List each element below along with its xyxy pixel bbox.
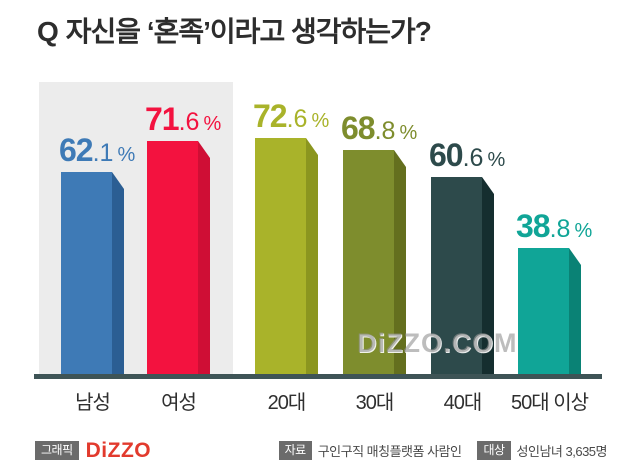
- percent-sign: %: [117, 144, 136, 166]
- percent-sign: %: [399, 122, 418, 144]
- percent-sign: %: [311, 110, 330, 132]
- bar-50대 이상: [518, 248, 569, 374]
- percent-sign: %: [487, 149, 506, 171]
- bar-side-3d: [306, 138, 318, 374]
- graphic-badge: 그래픽: [35, 441, 79, 460]
- footer-source-info: 자료 구인구직 매칭플랫폼 사람인 대상 성인남녀 3,635명: [278, 441, 608, 460]
- value-decimal: .1: [92, 139, 114, 167]
- target-text: 성인남녀 3,635명: [516, 444, 608, 459]
- bar-side-3d: [198, 141, 210, 374]
- target-badge: 대상: [477, 441, 511, 460]
- category-label-30대: 30대: [355, 392, 395, 414]
- value-decimal: .8: [549, 215, 571, 243]
- value-integer: 68: [341, 110, 376, 146]
- bar-남성: [61, 172, 112, 374]
- x-axis-line: [34, 374, 602, 379]
- bar-value-label: 71.6%: [145, 101, 221, 139]
- category-label-남성: 남성: [75, 392, 111, 414]
- question-mark-prefix: Q: [37, 16, 59, 47]
- footer-credit: 그래픽 DiZZO: [35, 440, 151, 461]
- category-label-50대 이상: 50대 이상: [511, 392, 589, 414]
- value-decimal: .6: [462, 144, 484, 172]
- bar-value-label: 60.6%: [429, 137, 505, 175]
- page-title: Q 자신을 ‘혼족’이라고 생각하는가?: [37, 10, 432, 50]
- value-integer: 62: [59, 132, 94, 168]
- source-badge: 자료: [278, 441, 312, 460]
- question-text: 자신을 ‘혼족’이라고 생각하는가?: [65, 16, 432, 47]
- bar-side-3d: [112, 172, 124, 374]
- category-label-20대: 20대: [267, 392, 307, 414]
- bar-30대: [343, 150, 394, 374]
- percent-sign: %: [574, 220, 593, 242]
- value-integer: 60: [429, 137, 464, 173]
- bar-40대: [431, 177, 482, 374]
- watermark-text: DiZZO.COM: [357, 328, 518, 358]
- bar-여성: [147, 141, 198, 374]
- category-label-40대: 40대: [443, 392, 483, 414]
- category-label-여성: 여성: [161, 392, 197, 414]
- percent-sign: %: [203, 113, 222, 135]
- bar-20대: [255, 138, 306, 374]
- value-integer: 38: [516, 208, 551, 244]
- bar-value-label: 38.8%: [516, 208, 592, 246]
- bar-value-label: 62.1%: [59, 132, 135, 170]
- value-integer: 71: [145, 101, 180, 137]
- dizzo-logo: DiZZO: [85, 439, 152, 462]
- value-decimal: .6: [178, 108, 200, 136]
- bar-side-3d: [569, 248, 581, 374]
- value-decimal: .8: [374, 117, 396, 145]
- bar-side-3d: [482, 177, 494, 374]
- bar-value-label: 72.6%: [253, 98, 329, 136]
- value-integer: 72: [253, 98, 288, 134]
- bar-value-label: 68.8%: [341, 110, 417, 148]
- value-decimal: .6: [286, 105, 308, 133]
- source-text: 구인구직 매칭플랫폼 사람인: [317, 444, 462, 459]
- bar-side-3d: [394, 150, 406, 374]
